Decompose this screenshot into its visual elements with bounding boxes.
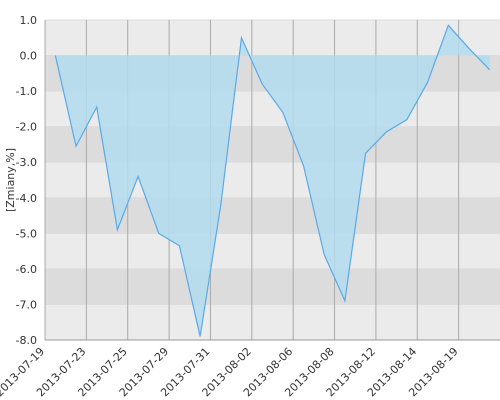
y-tick-label: -1.0 — [16, 85, 37, 98]
background-band — [45, 233, 500, 269]
y-tick-label: -2.0 — [16, 121, 37, 134]
y-tick-label: -7.0 — [16, 298, 37, 311]
y-tick-label: -4.0 — [16, 192, 37, 205]
y-axis-title: [Zmiany,%] — [4, 148, 17, 212]
y-tick-label: -5.0 — [16, 227, 37, 240]
y-tick-label: 0.0 — [20, 50, 38, 63]
background-band — [45, 20, 500, 56]
y-tick-label: -6.0 — [16, 263, 37, 276]
background-band — [45, 268, 500, 305]
area — [55, 25, 490, 337]
background-band — [45, 304, 500, 340]
y-tick-label: 1.0 — [20, 14, 38, 27]
y-tick-label: -8.0 — [16, 334, 37, 347]
y-tick-label: -3.0 — [16, 156, 37, 169]
line — [54, 24, 491, 337]
